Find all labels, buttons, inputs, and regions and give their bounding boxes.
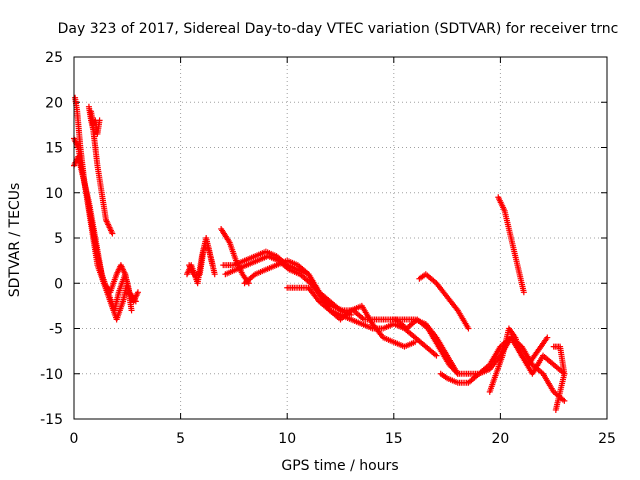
data-point	[433, 352, 440, 359]
y-ticks: -15 -10 -5 0 5 10 15 20 25	[40, 50, 607, 428]
y-tick-label: -15	[40, 412, 63, 428]
x-tick-label: 20	[491, 431, 509, 447]
data-point	[544, 334, 551, 341]
data-point	[465, 325, 472, 332]
data-point	[134, 289, 141, 296]
y-tick-label: 0	[54, 276, 63, 292]
x-tick-label: 0	[70, 431, 79, 447]
data-point	[209, 262, 216, 269]
data-point	[561, 397, 568, 404]
series-track-r	[495, 194, 527, 296]
plot-frame	[73, 56, 608, 420]
x-ticks: 0 5 10 15 20 25	[70, 57, 616, 447]
data-point	[109, 230, 116, 237]
series-track-d	[85, 103, 116, 237]
series-track-k	[241, 257, 355, 318]
y-tick-label: 5	[54, 231, 63, 247]
x-tick-label: 15	[385, 431, 403, 447]
series-track-q	[550, 343, 568, 413]
data-point	[211, 271, 218, 278]
series-track-l	[284, 284, 419, 350]
y-tick-label: -5	[49, 322, 63, 338]
y-tick-label: 10	[45, 186, 63, 202]
data-point	[520, 289, 527, 296]
x-tick-label: 10	[278, 431, 296, 447]
series-track-p	[486, 325, 551, 395]
y-tick-label: 25	[45, 50, 63, 66]
data-points	[71, 94, 568, 413]
series-track-g	[186, 244, 216, 278]
y-tick-label: 20	[45, 95, 63, 111]
y-axis-label: SDTVAR / TECUs	[7, 183, 23, 298]
data-point	[412, 339, 419, 346]
series-track-n	[416, 271, 472, 332]
series-track-h	[218, 225, 252, 287]
x-tick-label: 5	[176, 431, 185, 447]
data-point	[128, 307, 135, 314]
series-track-e	[88, 108, 103, 137]
grid	[74, 57, 607, 419]
series-track-c	[72, 94, 141, 305]
chart-title: Day 323 of 2017, Sidereal Day-to-day VTE…	[58, 21, 619, 37]
x-tick-label: 25	[598, 431, 616, 447]
y-tick-label: -10	[40, 367, 63, 383]
x-axis-label: GPS time / hours	[281, 458, 398, 474]
data-point	[96, 117, 103, 124]
data-point	[552, 406, 559, 413]
series-track-m	[390, 316, 568, 377]
y-tick-label: 15	[45, 141, 63, 157]
